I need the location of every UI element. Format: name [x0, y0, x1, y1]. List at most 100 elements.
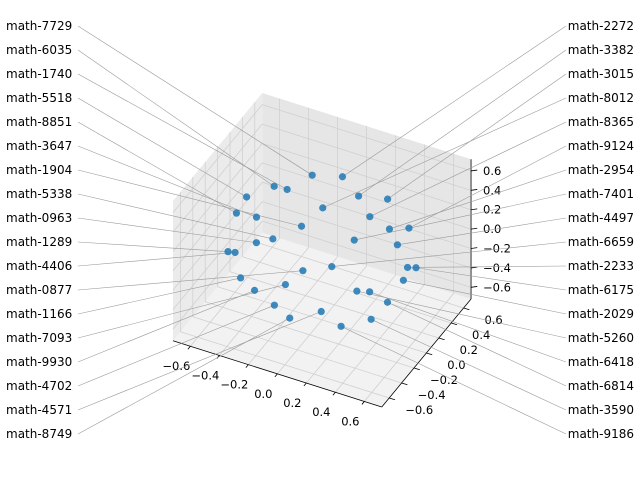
z-gridline — [262, 104, 472, 172]
point-label: math-8851 — [6, 115, 72, 129]
point-label: math-3382 — [568, 43, 634, 57]
data-point — [385, 225, 394, 233]
z-gridline — [262, 123, 472, 191]
label-leader-line — [77, 284, 286, 339]
x-tick — [332, 391, 336, 396]
label-leader-line — [408, 145, 567, 229]
data-point — [252, 213, 261, 221]
data-point — [224, 248, 232, 256]
label-leader-line — [77, 270, 303, 291]
data-point — [393, 241, 401, 249]
point-label: math-8012 — [568, 91, 634, 105]
label-leader-line — [77, 25, 313, 176]
x-gridline — [335, 283, 425, 393]
y-tick-label: 0.4 — [472, 328, 490, 342]
point-label: math-6175 — [568, 283, 634, 297]
point-label: math-7093 — [6, 331, 72, 345]
label-leader-line — [77, 169, 302, 227]
x-tick — [245, 364, 249, 368]
x-gridline — [306, 274, 396, 384]
point-label: math-3647 — [6, 139, 72, 153]
z-tick — [470, 266, 478, 269]
data-point — [283, 185, 291, 194]
point-label: math-5260 — [568, 331, 634, 345]
point-label: math-4702 — [6, 379, 72, 393]
z-gridline — [172, 123, 263, 233]
data-point — [412, 264, 420, 272]
data-point — [328, 263, 336, 271]
label-leader-line — [387, 73, 567, 200]
label-leader-line — [397, 217, 567, 246]
x-tick-label: 0.0 — [254, 387, 272, 401]
z-tick-label: 0.2 — [483, 203, 501, 217]
point-label: math-0877 — [6, 283, 72, 297]
label-leader-line — [389, 169, 567, 230]
y-tick-label: 0.0 — [447, 358, 465, 372]
z-tick-label: −0.4 — [483, 261, 511, 275]
point-label: math-9124 — [568, 139, 634, 153]
data-point — [237, 274, 245, 282]
y-tick — [463, 307, 470, 311]
x-tick — [187, 345, 191, 350]
x-axis-line — [172, 340, 382, 408]
label-leader-line — [77, 97, 247, 198]
x-tick-label: −0.2 — [220, 378, 248, 392]
label-leader-line — [356, 290, 567, 339]
x-tick-label: 0.4 — [312, 405, 330, 419]
data-point — [384, 195, 392, 203]
label-leader-line — [77, 304, 275, 387]
y-tick — [438, 337, 445, 341]
data-point — [338, 173, 347, 181]
data-point — [270, 182, 278, 190]
data-point — [269, 235, 277, 243]
label-leader-line — [77, 73, 288, 190]
y-tick-label: −0.6 — [405, 403, 433, 417]
label-leader-line — [77, 145, 257, 218]
label-leader-line — [358, 49, 567, 197]
z-tick — [470, 247, 478, 249]
z-tick — [470, 208, 478, 211]
y-tick — [413, 367, 420, 371]
point-label: math-2029 — [568, 307, 634, 321]
point-label: math-2233 — [568, 259, 634, 273]
point-label: math-2954 — [568, 163, 634, 177]
y-tick — [401, 382, 408, 386]
x-tick-label: −0.6 — [162, 359, 190, 373]
label-leader-line — [77, 277, 241, 315]
data-point — [383, 298, 392, 306]
point-label: math-3590 — [568, 403, 634, 417]
label-leader-line — [77, 317, 290, 435]
data-point — [270, 301, 278, 309]
label-leader-line — [77, 290, 255, 363]
x-tick-label: 0.2 — [283, 396, 301, 410]
data-point — [232, 209, 241, 217]
y-tick — [389, 397, 396, 401]
data-point — [319, 204, 327, 212]
label-leader-line — [77, 241, 229, 252]
y-tick — [451, 322, 458, 326]
z-tick — [470, 189, 478, 191]
point-label: math-7401 — [568, 187, 634, 201]
x-tick-label: 0.6 — [341, 414, 359, 428]
data-point — [297, 222, 306, 230]
z-gridline — [262, 143, 472, 211]
data-point — [353, 287, 361, 295]
data-point — [231, 248, 239, 257]
z-tick — [470, 286, 478, 288]
label-leader-lines — [77, 25, 567, 435]
data-point — [317, 307, 325, 316]
data-point — [366, 213, 374, 221]
point-label: math-5338 — [6, 187, 72, 201]
point-label: math-6814 — [568, 379, 634, 393]
y-gridline — [254, 241, 464, 309]
z-gridline — [262, 162, 472, 230]
y-tick-label: 0.6 — [484, 313, 502, 327]
y-tick-label: −0.4 — [418, 388, 446, 402]
x-tick — [274, 373, 278, 378]
label-leader-line — [322, 97, 567, 209]
x-tick-label: −0.4 — [191, 368, 219, 382]
label-leader-line — [407, 265, 567, 268]
label-leader-line — [369, 291, 567, 363]
